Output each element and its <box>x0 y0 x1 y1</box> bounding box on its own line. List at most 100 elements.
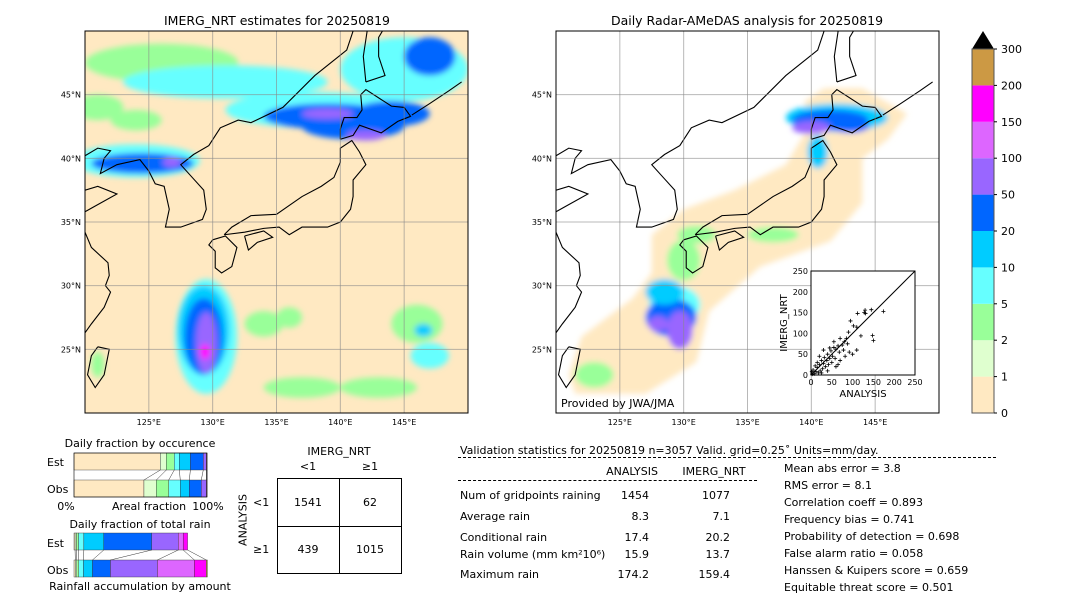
scatter-point <box>855 311 860 316</box>
colorbar-segment <box>972 303 994 341</box>
connector-line <box>157 549 179 561</box>
precip-area <box>647 316 669 332</box>
fraction-segment <box>157 559 195 578</box>
scatter-point <box>813 369 818 374</box>
fraction-segment <box>206 559 208 578</box>
scatter-point <box>826 362 831 367</box>
colorbar-segment <box>972 231 994 268</box>
colorbar-label: 20 <box>1001 225 1015 238</box>
connector-line <box>201 469 204 481</box>
scatter-point <box>854 325 859 330</box>
scatter-point <box>863 308 868 313</box>
scatter-point <box>831 345 836 350</box>
scatter-point <box>838 358 843 363</box>
scatter-ytick: 100 <box>793 329 808 338</box>
occurrence-title: Daily fraction by occurence <box>64 437 216 450</box>
lon-tick-label: 135°E <box>735 418 759 427</box>
coastline <box>556 185 590 213</box>
coastline <box>85 31 354 228</box>
credit-text: Provided by JWA/JMA <box>561 397 675 410</box>
scatter-point <box>827 345 832 350</box>
colorbar-label: 2 <box>1001 334 1008 347</box>
connector-line <box>156 469 167 481</box>
scatter-inset: 0 50 100 150 200 250 0 50 100 150 200 250 ANALYSIS IM… <box>779 267 923 400</box>
fraction-segment <box>190 452 204 471</box>
fraction-segment <box>151 532 179 551</box>
scatter-point <box>828 348 833 353</box>
colorbar-label: 300 <box>1001 43 1022 56</box>
scatter-point <box>871 338 876 343</box>
precip-area <box>196 312 217 374</box>
scatter-point <box>821 348 826 353</box>
connector-line <box>143 469 161 481</box>
lon-tick-label: 145°E <box>863 418 887 427</box>
contingency-row-lt1: <1 <box>253 496 270 509</box>
fraction-segment <box>73 452 161 471</box>
left-map-title: IMERG_NRT estimates for 20250819 <box>163 13 391 28</box>
scatter-point <box>831 339 836 344</box>
cell-miss: 439 <box>297 543 319 556</box>
scatter-point <box>842 339 847 344</box>
lat-tick-label: 40°N <box>61 154 81 163</box>
colorbar-label: 0 <box>1001 407 1008 420</box>
colorbar-segment <box>972 267 994 304</box>
colorbar-label: 150 <box>1001 116 1022 129</box>
scatter-point <box>819 358 824 363</box>
scatter-ytick: 50 <box>798 350 808 359</box>
cell-hit-none: 1541 <box>294 496 322 509</box>
coastline <box>411 81 462 116</box>
scatter-point <box>810 372 815 377</box>
scatter-point <box>848 318 853 323</box>
scatter-point <box>836 362 841 367</box>
precip-area <box>410 342 449 369</box>
stats-imerg-value: 13.7 <box>705 548 731 561</box>
connector-line <box>92 549 104 561</box>
fraction-segment <box>83 532 104 551</box>
contingency-table: 1541 62 439 1015 <box>277 478 402 574</box>
colorbar-label: 200 <box>1001 79 1022 92</box>
fraction-segment <box>189 479 202 498</box>
score-line: Frequency bias = 0.741 <box>784 513 915 526</box>
stats-imerg-value: 159.4 <box>698 568 731 581</box>
lon-tick-label: 125°E <box>137 418 161 427</box>
lat-tick-label: 30°N <box>61 282 81 291</box>
lon-tick-label: 140°E <box>328 418 352 427</box>
contingency-col-ge1: ≥1 <box>361 460 379 473</box>
fraction-segment <box>110 559 158 578</box>
stats-row-label: Maximum rain <box>460 568 539 581</box>
score-line: Correlation coeff = 0.893 <box>784 496 923 509</box>
lon-tick-label: 130°E <box>201 418 225 427</box>
scatter-ylabel: IMERG_NRT <box>779 293 790 351</box>
fraction-segment <box>178 532 184 551</box>
scatter-point <box>819 370 824 375</box>
precip-area <box>162 157 181 168</box>
score-line: Probability of detection = 0.698 <box>784 530 960 543</box>
scatter-point <box>836 343 841 348</box>
colorbar-label: 5 <box>1001 298 1008 311</box>
occ-tick-0: 0% <box>57 500 75 513</box>
colorbar-label: 100 <box>1001 152 1022 165</box>
scatter-xtick: 50 <box>827 378 837 387</box>
fraction-segment <box>76 559 79 578</box>
stats-row-label: Average rain <box>460 510 530 523</box>
fraction-segment <box>180 479 190 498</box>
lat-tick-label: 35°N <box>61 218 81 227</box>
rain-obs-label: Obs <box>47 564 69 577</box>
right-map-title: Daily Radar-AMeDAS analysis for 20250819 <box>610 13 884 28</box>
stats-row-label: Conditional rain <box>460 531 548 544</box>
connector-line <box>187 549 207 561</box>
scatter-point <box>827 356 832 361</box>
scatter-point <box>824 358 829 363</box>
coastline <box>694 139 838 236</box>
scatter-point <box>822 355 827 360</box>
coastline <box>223 139 367 236</box>
colorbar-extend-arrow <box>972 31 994 49</box>
lon-tick-label: 125°E <box>608 418 632 427</box>
scatter-point <box>815 360 820 365</box>
precip-area <box>747 227 799 243</box>
coastline <box>339 88 412 140</box>
scatter-point <box>825 368 830 373</box>
stats-imerg-value: 7.1 <box>712 510 731 523</box>
scatter-xtick: 200 <box>887 378 902 387</box>
